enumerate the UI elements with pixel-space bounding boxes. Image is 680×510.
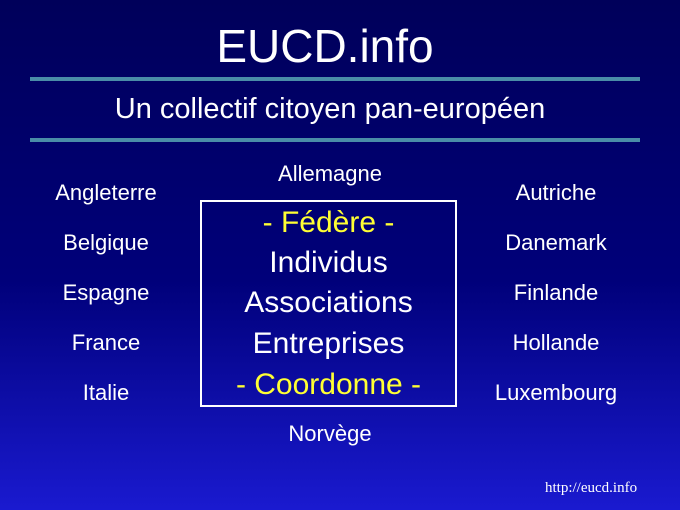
- footer-url: http://eucd.info: [545, 480, 638, 496]
- box-line-coordonne: - Coordonne -: [235, 368, 422, 401]
- title-divider-bottom: [30, 138, 640, 142]
- country-right-5: Luxembourg: [494, 380, 618, 405]
- country-left-2: Belgique: [63, 230, 149, 255]
- slide-title: EUCD.info: [216, 20, 434, 72]
- country-left-3: Espagne: [62, 280, 150, 305]
- country-right-4: Hollande: [512, 330, 600, 355]
- box-line-individus: Individus: [269, 246, 388, 279]
- country-top: Allemagne: [278, 161, 382, 186]
- title-divider-top: [30, 77, 640, 81]
- country-right-2: Danemark: [505, 230, 607, 255]
- country-right-3: Finlande: [513, 280, 599, 305]
- country-left-1: Angleterre: [55, 180, 157, 205]
- box-line-federe: - Fédère -: [262, 206, 395, 239]
- country-left-4: France: [71, 330, 141, 355]
- slide-subtitle: Un collectif citoyen pan-européen: [114, 93, 546, 125]
- country-left-5: Italie: [82, 380, 130, 405]
- box-line-associations: Associations: [244, 286, 413, 319]
- country-bottom: Norvège: [288, 421, 372, 446]
- box-line-entreprises: Entreprises: [252, 327, 405, 360]
- center-box: - Fédère - Individus Associations Entrep…: [200, 200, 457, 407]
- country-right-1: Autriche: [515, 180, 597, 205]
